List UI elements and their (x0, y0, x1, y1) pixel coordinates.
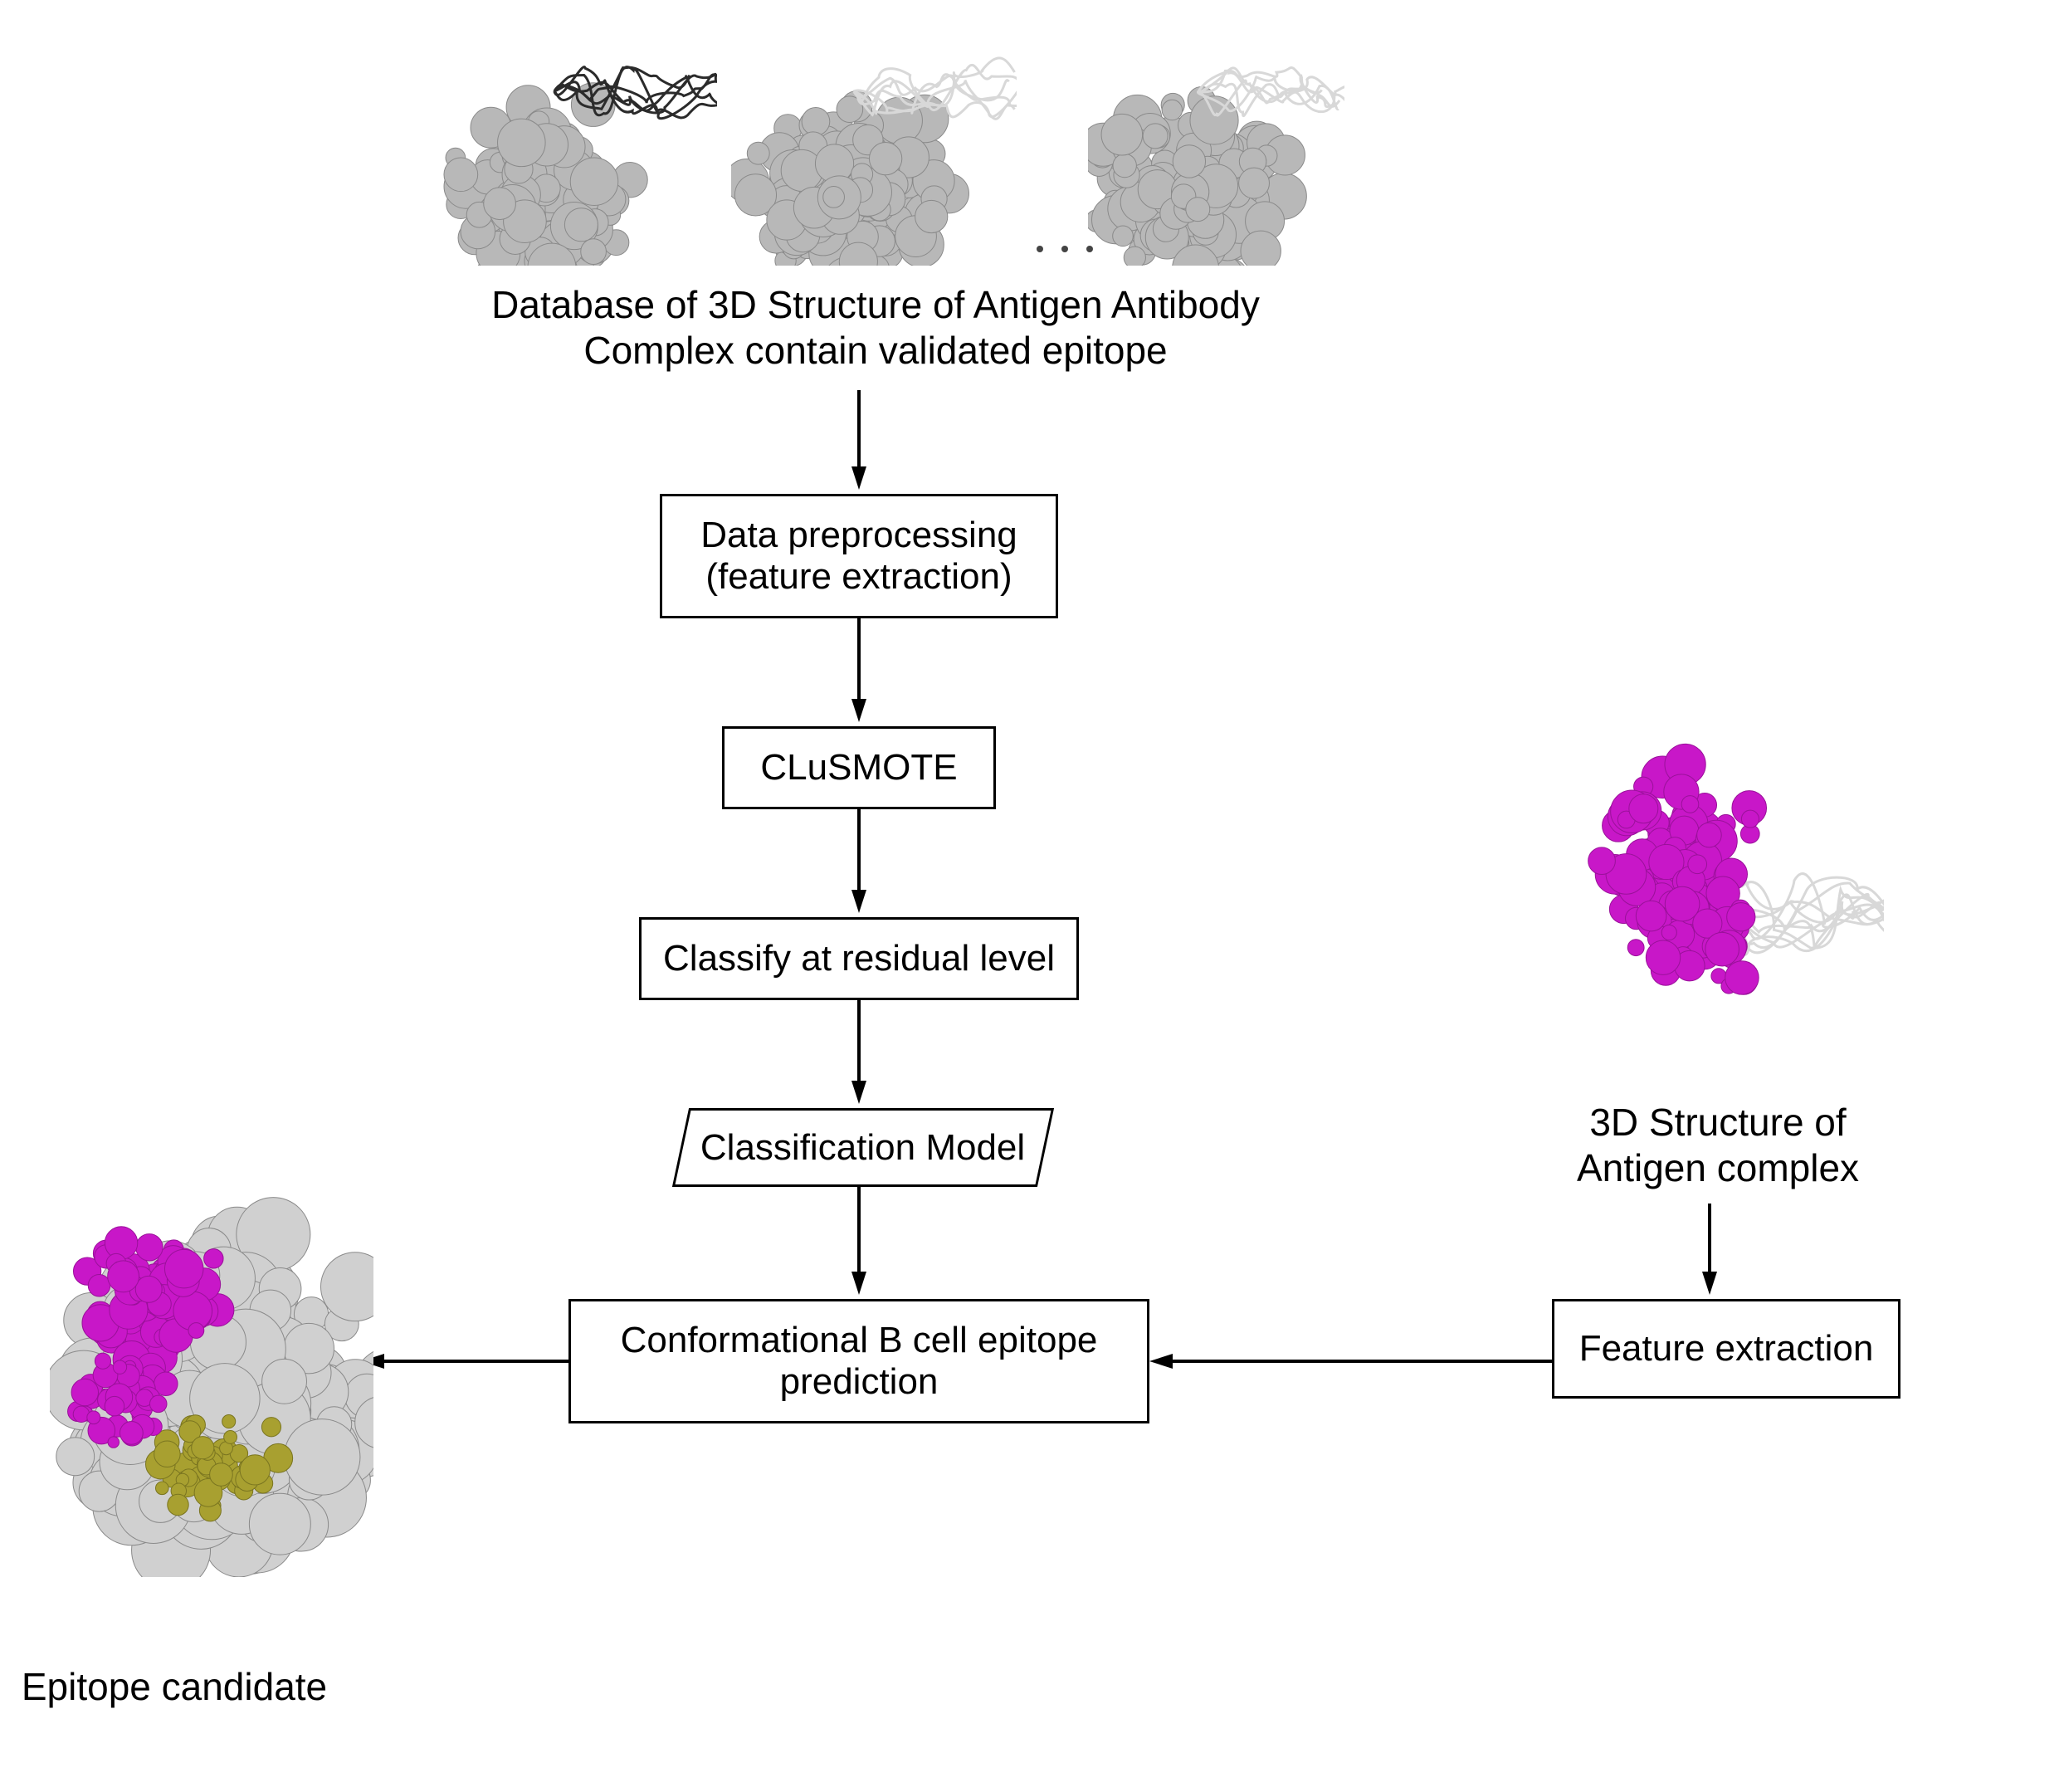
antigen-3d-line1: 3D Structure of (1552, 1100, 1884, 1145)
classify-residual-box: Classify at residual level (639, 917, 1079, 1000)
epitope-candidate-icon (50, 1187, 373, 1577)
db-title-line1: Database of 3D Structure of Antigen Anti… (407, 282, 1344, 328)
model-to-conf-arrow (834, 1187, 884, 1296)
antigen-3d-line2: Antigen complex (1552, 1145, 1884, 1191)
conformational-text: Conformational B cell epitopeprediction (621, 1320, 1098, 1403)
antigen-3d-icon (1560, 722, 1884, 1071)
pre-to-clu-arrow (834, 618, 884, 724)
epitope-candidate-label: Epitope candidate (0, 1664, 349, 1710)
clusmote-text: CLuSMOTE (760, 747, 957, 789)
feature-extraction-text: Feature extraction (1579, 1328, 1874, 1370)
antigen-3d-label: 3D Structure ofAntigen complex (1552, 1100, 1884, 1191)
epitope-candidate-line1: Epitope candidate (0, 1664, 349, 1710)
classification-model-text: Classification Model (700, 1127, 1025, 1169)
conf-to-epitope-arrow (361, 1336, 570, 1386)
db-title-line2: Complex contain validated epitope (407, 328, 1344, 374)
class-to-model-arrow (834, 1000, 884, 1106)
classification-model-parallelogram: Classification Model (672, 1108, 1054, 1187)
antigen-antibody-complex-icon (731, 33, 1017, 266)
classify-residual-text: Classify at residual level (663, 938, 1055, 979)
preprocess-box: Data preprocessing(feature extraction) (660, 494, 1058, 618)
feat-to-conf-arrow (1149, 1336, 1554, 1386)
db-to-pre-arrow (834, 390, 884, 491)
clu-to-class-arrow (834, 809, 884, 915)
antigen-antibody-complex-icon (432, 33, 717, 266)
clusmote-box: CLuSMOTE (722, 726, 996, 809)
antigen-to-feat-arrow (1685, 1204, 1735, 1296)
ellipsis-icon (1003, 232, 1102, 266)
feature-extraction-box: Feature extraction (1552, 1299, 1900, 1399)
db-title-label: Database of 3D Structure of Antigen Anti… (407, 282, 1344, 374)
preprocess-text: Data preprocessing(feature extraction) (700, 515, 1017, 598)
conformational-box: Conformational B cell epitopeprediction (568, 1299, 1149, 1423)
antigen-antibody-complex-icon (1088, 33, 1344, 266)
